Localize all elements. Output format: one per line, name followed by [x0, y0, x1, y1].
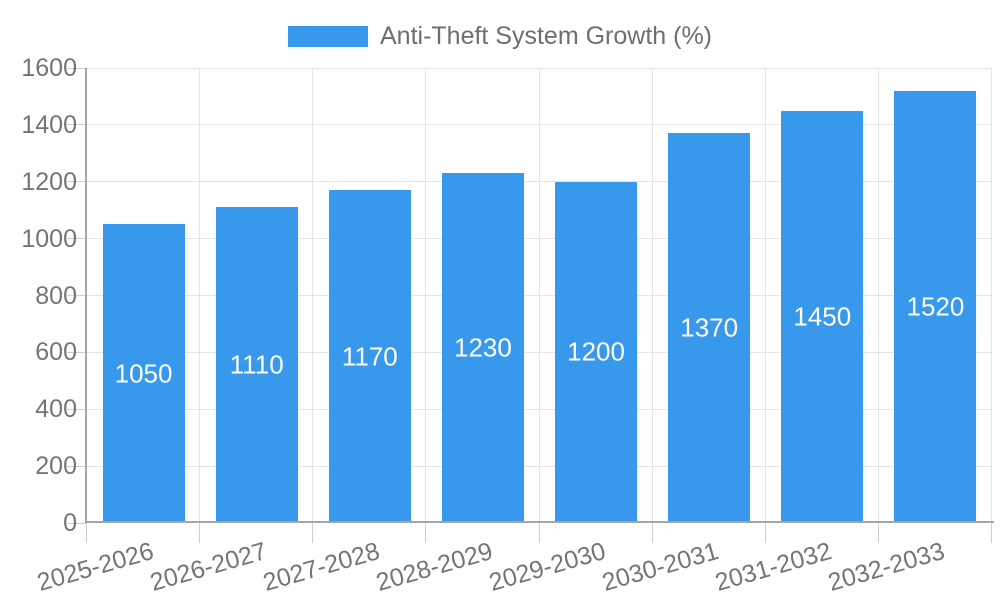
x-tick — [86, 523, 87, 543]
y-tick — [67, 295, 86, 296]
bar-value-label: 1200 — [567, 336, 625, 367]
v-gridline — [651, 68, 653, 523]
plot-area: 1050 1110 1170 1230 1200 1370 1450 1520 — [67, 67, 994, 543]
v-gridline — [877, 68, 879, 523]
y-tick — [67, 124, 86, 126]
x-tick — [764, 523, 766, 543]
y-tick-label: 400 — [35, 395, 77, 424]
x-tick — [538, 523, 540, 543]
bar-value-label: 1450 — [793, 301, 852, 332]
bar[interactable] — [668, 133, 751, 523]
y-tick-label: 600 — [35, 338, 77, 367]
h-gridline — [87, 408, 992, 410]
y-tick-label: 1400 — [21, 110, 77, 139]
y-tick — [67, 67, 86, 69]
bar-value-label: 1050 — [114, 358, 173, 389]
x-axis-line — [85, 521, 994, 523]
x-tick — [425, 523, 427, 543]
bar[interactable] — [215, 207, 298, 523]
bar[interactable] — [102, 224, 185, 523]
bar[interactable] — [441, 173, 524, 523]
y-tick — [67, 465, 86, 467]
legend-item[interactable]: Anti-Theft System Growth (%) — [287, 22, 713, 51]
h-gridline — [87, 181, 992, 183]
y-tick — [67, 408, 86, 410]
y-tick — [67, 351, 86, 353]
h-gridline — [87, 295, 992, 296]
bar-value-label: 1170 — [341, 341, 398, 372]
bar-value-label: 1230 — [454, 332, 512, 363]
x-tick — [651, 523, 653, 543]
x-tick — [991, 523, 992, 543]
y-tick-label: 1200 — [21, 167, 77, 196]
bar[interactable] — [894, 90, 977, 523]
v-gridline — [538, 68, 540, 523]
h-gridline — [87, 238, 992, 240]
y-tick-label: 1000 — [21, 224, 77, 253]
bar-value-label: 1110 — [229, 349, 284, 380]
v-gridline — [764, 68, 766, 523]
v-gridline — [991, 68, 992, 523]
y-tick — [67, 238, 86, 240]
bar[interactable] — [555, 181, 638, 523]
h-gridline — [87, 124, 992, 126]
x-tick — [199, 523, 201, 543]
h-gridline — [87, 67, 992, 69]
bar-value-label: 1370 — [680, 312, 739, 343]
y-tick-label: 200 — [35, 452, 77, 481]
x-tick — [877, 523, 879, 543]
v-gridline — [425, 68, 427, 523]
y-tick-label: 800 — [35, 281, 77, 310]
bar[interactable] — [328, 190, 411, 523]
v-gridline — [312, 68, 314, 523]
y-tick — [67, 181, 86, 183]
y-axis-line — [85, 68, 87, 523]
legend-swatch-icon — [287, 26, 368, 47]
y-tick-label: 1600 — [21, 54, 77, 82]
legend-label: Anti-Theft System Growth (%) — [379, 22, 713, 50]
bar[interactable] — [781, 110, 864, 523]
y-tick — [67, 522, 86, 524]
bar-value-label: 1520 — [906, 291, 965, 322]
h-gridline — [87, 465, 992, 467]
x-tick — [312, 523, 314, 543]
h-gridline — [87, 351, 992, 353]
v-gridline — [199, 68, 201, 523]
legend: Anti-Theft System Growth (%) — [0, 22, 1000, 51]
y-tick-label: 0 — [63, 509, 77, 537]
